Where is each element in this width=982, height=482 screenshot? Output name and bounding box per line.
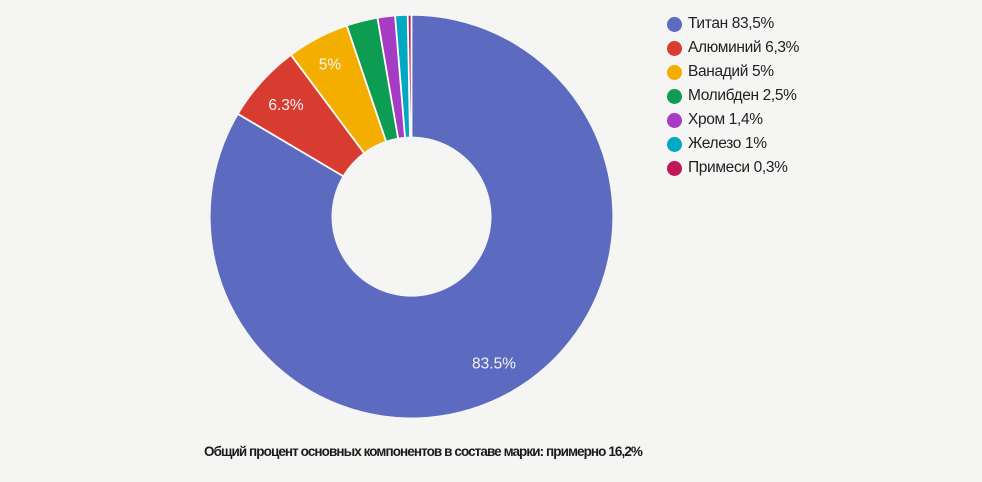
- svg-text:83.5%: 83.5%: [472, 356, 516, 373]
- svg-text:5%: 5%: [319, 57, 342, 74]
- svg-text:6.3%: 6.3%: [268, 97, 304, 114]
